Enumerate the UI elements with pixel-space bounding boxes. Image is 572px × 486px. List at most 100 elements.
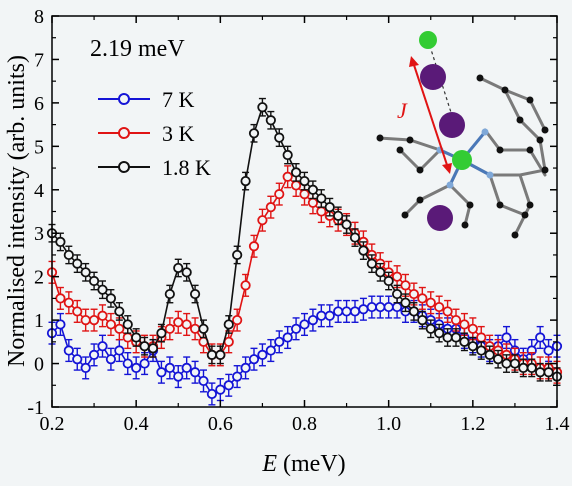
data-point xyxy=(223,336,234,347)
data-point xyxy=(215,384,226,395)
series-1_8-K xyxy=(46,97,563,386)
data-point xyxy=(417,315,428,326)
data-point xyxy=(189,367,201,378)
data-point xyxy=(114,345,125,356)
data-point xyxy=(248,128,260,139)
data-point xyxy=(484,349,495,360)
data-point xyxy=(535,367,546,378)
data-point xyxy=(290,180,302,191)
data-point xyxy=(442,306,453,317)
legend-label: 7 K xyxy=(162,87,195,112)
legend-label: 1.8 K xyxy=(162,155,211,180)
data-point xyxy=(366,258,377,269)
x-tick-label: 1.4 xyxy=(545,413,570,435)
data-point xyxy=(63,345,74,356)
data-point xyxy=(383,301,394,313)
data-point xyxy=(72,258,83,269)
legend-swatch-marker xyxy=(118,93,130,105)
data-point xyxy=(105,319,117,330)
data-point xyxy=(408,288,420,300)
data-point xyxy=(274,132,285,143)
data-point xyxy=(97,310,108,321)
data-point xyxy=(425,323,436,334)
y-tick-label: -1 xyxy=(27,397,44,419)
data-point xyxy=(316,206,327,217)
y-tick-label: 4 xyxy=(34,180,44,202)
data-point xyxy=(139,341,150,352)
y-tick-label: 8 xyxy=(34,6,44,28)
data-point xyxy=(80,315,91,326)
data-point xyxy=(139,358,150,369)
data-point xyxy=(467,323,478,334)
data-point xyxy=(307,197,319,208)
data-point xyxy=(248,241,260,252)
legend: 7 K 3 K 1.8 K xyxy=(98,87,211,180)
data-point xyxy=(206,349,218,360)
legend-swatch-marker xyxy=(118,127,130,139)
data-point xyxy=(366,301,377,313)
x-tick-label: 1.2 xyxy=(460,413,485,435)
data-point xyxy=(265,115,276,126)
data-point xyxy=(282,149,293,161)
data-point xyxy=(248,354,260,365)
data-point xyxy=(434,301,445,313)
data-point xyxy=(215,349,226,360)
data-point xyxy=(97,341,108,352)
data-point xyxy=(63,249,74,261)
data-point xyxy=(476,332,487,343)
data-point xyxy=(400,280,411,291)
data-point xyxy=(55,293,66,304)
y-axis-label: Normalised intensity (arb. units) xyxy=(4,55,30,367)
legend-entry: 3 K xyxy=(98,121,195,146)
x-tick-label: 0.6 xyxy=(208,413,233,435)
data-point xyxy=(450,315,462,326)
data-point xyxy=(324,202,335,213)
x-tick-label: 1.0 xyxy=(376,413,401,435)
data-point xyxy=(417,293,428,304)
chart-marks xyxy=(46,97,563,406)
y-tick-label: 3 xyxy=(34,223,44,245)
data-point xyxy=(198,323,209,334)
data-point xyxy=(257,102,268,113)
data-point xyxy=(164,362,175,373)
data-point xyxy=(408,306,420,317)
data-point xyxy=(391,288,403,300)
data-point xyxy=(341,306,352,317)
data-point xyxy=(400,297,411,308)
y-tick-label: 2 xyxy=(34,267,44,289)
data-point xyxy=(232,371,243,382)
data-point xyxy=(164,323,175,334)
data-point xyxy=(375,301,386,313)
data-point xyxy=(164,288,175,300)
x-axis-label-symbol: E xyxy=(261,451,277,477)
data-point xyxy=(265,345,276,356)
data-point xyxy=(501,358,512,369)
data-point xyxy=(88,275,100,287)
data-point xyxy=(274,189,285,200)
data-point xyxy=(501,332,512,343)
data-point xyxy=(518,362,529,373)
data-point xyxy=(257,349,268,360)
inset-label-j: J xyxy=(397,98,408,123)
data-point xyxy=(307,184,319,195)
data-point xyxy=(122,358,133,369)
data-point xyxy=(181,319,192,330)
data-point xyxy=(105,354,117,365)
data-point xyxy=(72,306,83,317)
data-point xyxy=(358,304,369,315)
data-point xyxy=(105,293,117,304)
data-point xyxy=(274,336,285,347)
data-point xyxy=(240,362,251,373)
data-point xyxy=(290,167,302,178)
data-point xyxy=(282,332,293,343)
data-point xyxy=(450,332,462,343)
data-point xyxy=(299,175,310,187)
legend-label: 3 K xyxy=(162,121,195,146)
data-point xyxy=(80,362,91,373)
data-point xyxy=(131,362,142,373)
data-point xyxy=(299,319,310,330)
data-point xyxy=(333,210,344,221)
legend-entry: 1.8 K xyxy=(98,155,211,180)
